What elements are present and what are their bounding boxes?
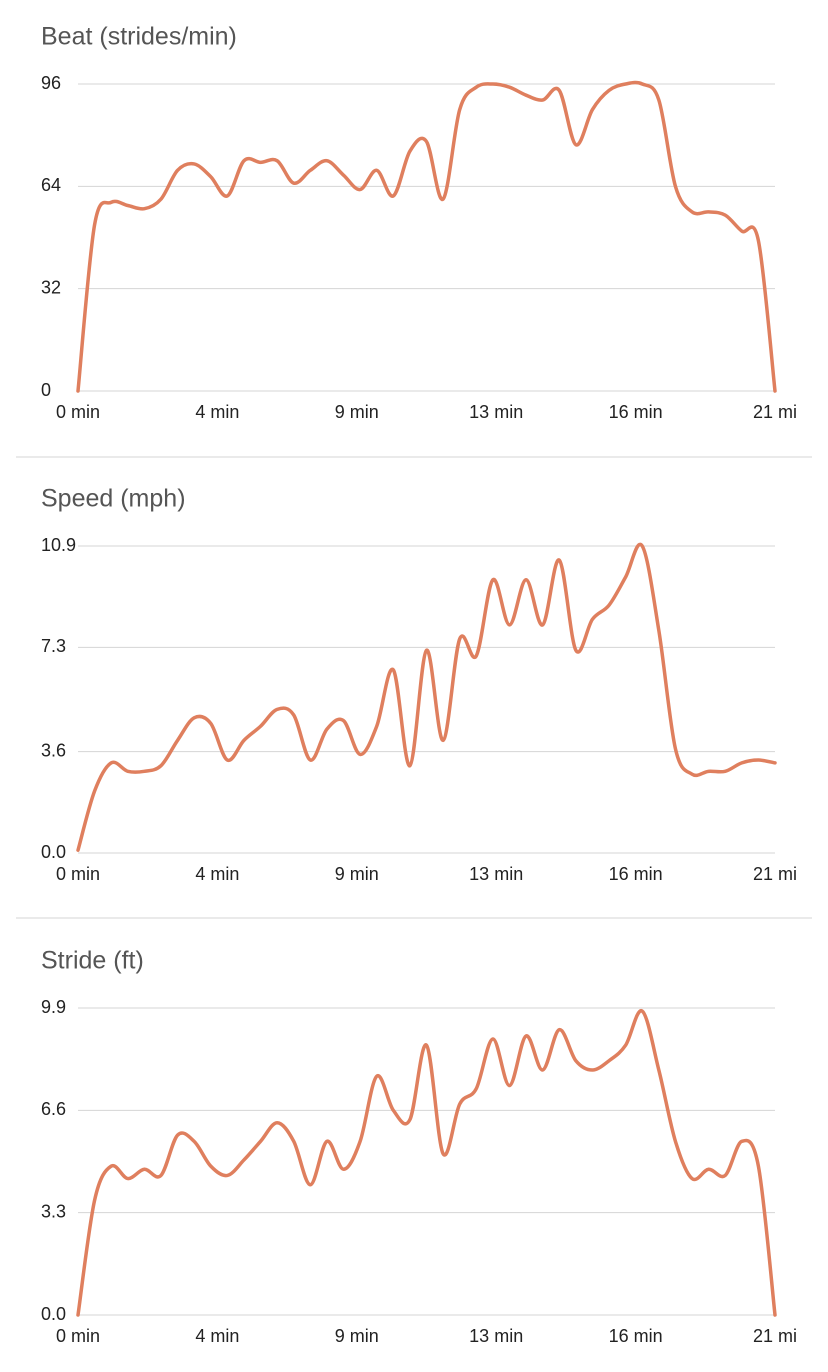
x-tick-label: 21 mi	[753, 1326, 797, 1346]
y-tick-label: 0.0	[41, 1304, 66, 1324]
x-tick-label: 16 min	[609, 1326, 663, 1346]
chart-title: Speed (mph)	[41, 485, 186, 513]
x-tick-label: 13 min	[469, 864, 523, 884]
y-tick-label: 3.6	[41, 740, 66, 760]
data-line	[76, 542, 777, 852]
x-tick-label: 13 min	[469, 402, 523, 422]
chart: Beat (strides/min) 0 32 64 96 0 min 4 min 9 min…	[41, 23, 797, 422]
x-tick-label: 4 min	[195, 864, 239, 884]
x-tick-label: 21 mi	[753, 864, 797, 884]
y-tick-label: 10.9	[41, 535, 76, 555]
x-tick-label: 4 min	[195, 402, 239, 422]
x-tick-label: 16 min	[609, 402, 663, 422]
y-tick-label: 9.9	[41, 997, 66, 1017]
y-tick-label: 0.0	[41, 842, 66, 862]
chart: Speed (mph) 0.0 3.6 7.3 10.9 0 min 4 min 9 min 1…	[41, 485, 797, 884]
x-tick-label: 0 min	[56, 402, 100, 422]
chart: Stride (ft) 0.0 3.3 6.6 9.9 0 min 4 min 9 min 13…	[41, 947, 797, 1346]
y-tick-label: 64	[41, 175, 61, 195]
y-tick-label: 32	[41, 277, 61, 297]
y-tick-label: 7.3	[41, 636, 66, 656]
chart-title: Stride (ft)	[41, 947, 144, 975]
x-tick-label: 9 min	[335, 864, 379, 884]
x-tick-label: 13 min	[469, 1326, 523, 1346]
data-line	[76, 1009, 777, 1317]
x-tick-label: 4 min	[195, 1326, 239, 1346]
x-tick-label: 0 min	[56, 1326, 100, 1346]
y-tick-label: 0	[41, 380, 51, 400]
x-tick-label: 9 min	[335, 402, 379, 422]
chart-title: Beat (strides/min)	[41, 23, 237, 51]
y-tick-label: 3.3	[41, 1201, 66, 1221]
y-tick-label: 6.6	[41, 1099, 66, 1119]
x-tick-label: 9 min	[335, 1326, 379, 1346]
y-tick-label: 96	[41, 73, 61, 93]
x-tick-label: 0 min	[56, 864, 100, 884]
x-tick-label: 21 mi	[753, 402, 797, 422]
x-tick-label: 16 min	[609, 864, 663, 884]
data-line	[76, 80, 777, 393]
